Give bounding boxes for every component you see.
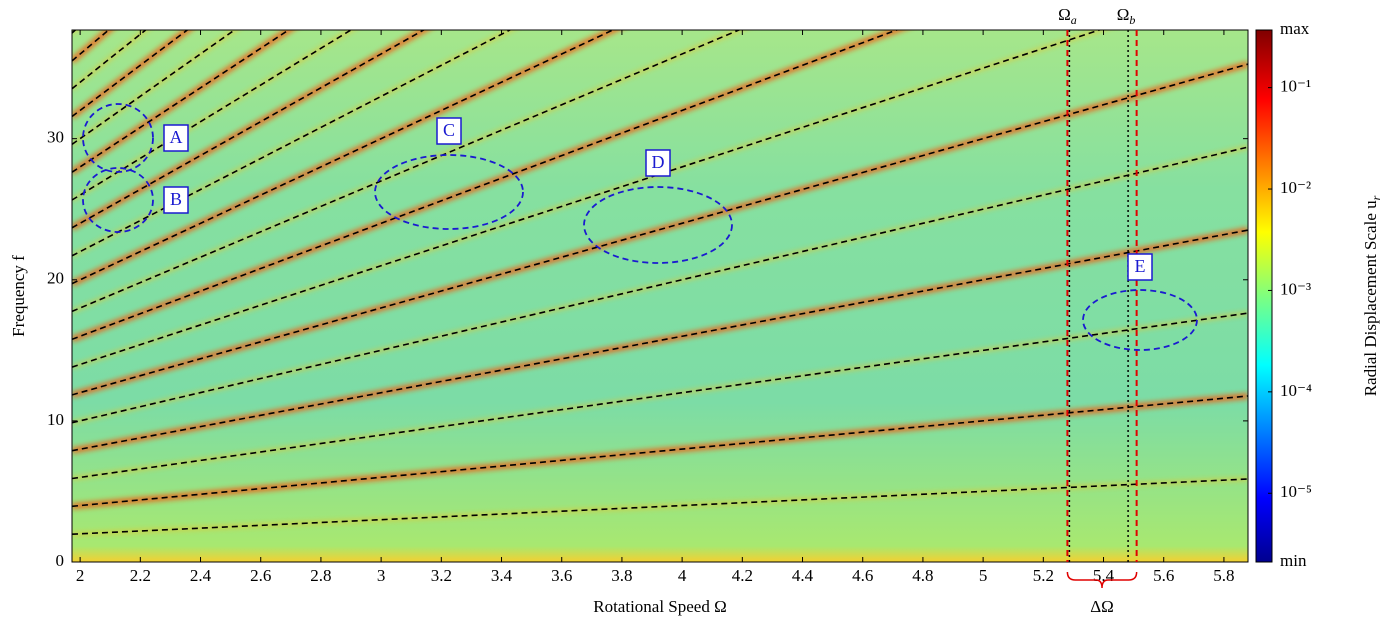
order-line xyxy=(72,30,426,229)
y-tick-label: 10 xyxy=(47,410,64,429)
annotation-box xyxy=(163,186,189,214)
colorbar-tick-label: 10⁻⁵ xyxy=(1280,482,1312,501)
colorbar xyxy=(1255,29,1273,563)
ridge xyxy=(72,226,1248,455)
x-tick-label: 5 xyxy=(979,566,988,585)
annotation-label: D xyxy=(652,152,665,172)
x-axis-label: Rotational Speed Ω xyxy=(593,597,727,616)
marker-label-sub: b xyxy=(1129,13,1135,27)
annotation-ellipse xyxy=(82,167,154,233)
annotation-ellipse xyxy=(583,186,733,264)
x-tick-label: 2.2 xyxy=(130,566,151,585)
marker-label-sub: a xyxy=(1071,13,1077,27)
order-line xyxy=(72,312,1248,480)
x-tick-label: 2 xyxy=(76,566,85,585)
x-tick-label: 5.6 xyxy=(1153,566,1174,585)
y-tick-label: 0 xyxy=(56,551,65,570)
x-tick-label: 3.6 xyxy=(551,566,572,585)
y-tick-label: 20 xyxy=(47,269,64,288)
x-tick-label: 2.4 xyxy=(190,566,212,585)
x-tick-label: 3.4 xyxy=(491,566,513,585)
delta-label: ΔΩ xyxy=(1090,597,1114,616)
x-tick-label: 4.8 xyxy=(912,566,933,585)
order-line xyxy=(72,395,1248,508)
colorbar-label-sub: r xyxy=(1369,195,1383,200)
order-line xyxy=(72,478,1248,535)
colorbar-tick-label: 10⁻⁴ xyxy=(1280,381,1312,400)
order-line xyxy=(72,146,1248,424)
marker-label-main: Ω xyxy=(1058,5,1071,24)
x-tick-label: 5.2 xyxy=(1033,566,1054,585)
annotation-label: B xyxy=(170,189,182,209)
annotation-box xyxy=(645,149,671,177)
ridge xyxy=(72,30,356,203)
plot-frame xyxy=(71,29,1249,563)
heatmap-field xyxy=(72,30,1248,562)
annotation-ellipse xyxy=(1082,289,1198,351)
order-line xyxy=(72,63,1248,396)
colorbar-label-main: Radial Displacement Scale u xyxy=(1361,200,1380,396)
colorbar-label: Radial Displacement Scale ur xyxy=(1361,195,1383,396)
colorbar-tick-label: max xyxy=(1280,19,1310,38)
ridge xyxy=(72,30,907,343)
order-line xyxy=(72,30,741,313)
annotation-box xyxy=(163,124,189,152)
annotation-label: C xyxy=(443,120,455,140)
colorbar-tick-label: 10⁻² xyxy=(1280,178,1311,197)
colorbar-tick-label: 10⁻¹ xyxy=(1280,77,1311,96)
colorbar-tick-label: min xyxy=(1280,551,1307,570)
x-tick-label: 2.6 xyxy=(250,566,271,585)
colorbar-tick-label: 10⁻³ xyxy=(1280,279,1311,298)
x-tick-label: 3 xyxy=(377,566,386,585)
marker-label-main: Ω xyxy=(1117,5,1130,24)
annotation-label: A xyxy=(170,127,183,147)
order-line xyxy=(72,30,1102,368)
delta-brace xyxy=(1066,571,1138,589)
x-tick-label: 4 xyxy=(678,566,687,585)
y-tick-label: 30 xyxy=(47,128,64,147)
x-tick-label: 3.2 xyxy=(431,566,452,585)
marker-label: Ωb xyxy=(1117,5,1136,27)
annotation-ellipse xyxy=(374,154,524,230)
x-tick-label: 4.6 xyxy=(852,566,873,585)
annotation-label: E xyxy=(1135,256,1146,276)
x-tick-label: 4.2 xyxy=(732,566,753,585)
order-line xyxy=(72,30,291,173)
annotation-box xyxy=(436,117,462,145)
y-axis-label: Frequency f xyxy=(9,255,28,337)
annotation-ellipse xyxy=(82,103,154,173)
marker-label: Ωa xyxy=(1058,5,1077,27)
x-tick-label: 2.8 xyxy=(310,566,331,585)
x-tick-label: 5.8 xyxy=(1213,566,1234,585)
x-tick-label: 3.8 xyxy=(611,566,632,585)
ridge xyxy=(72,30,622,287)
annotation-box xyxy=(1127,253,1153,281)
x-tick-label: 4.4 xyxy=(792,566,814,585)
order-line xyxy=(72,30,512,257)
